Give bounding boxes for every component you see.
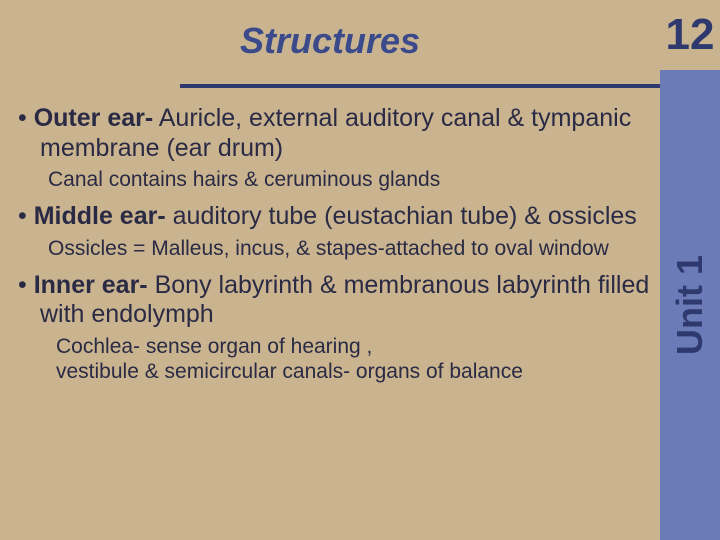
bullet-bold: Middle ear- [34, 202, 166, 230]
unit-label: Unit 1 [669, 255, 711, 355]
sub-inner-ear-2: vestibule & semicircular canals- organs … [18, 359, 654, 384]
bullet-inner-ear: • Inner ear- Bony labyrinth & membranous… [18, 271, 654, 330]
sub-outer-ear: Canal contains hairs & ceruminous glands [18, 167, 654, 192]
bullet-text: auditory tube (eustachian tube) & ossicl… [166, 202, 637, 230]
slide: Structures • Outer ear- Auricle, externa… [0, 0, 720, 540]
bullet-dot: • [18, 271, 34, 299]
slide-title: Structures [0, 20, 660, 62]
bullet-bold: Inner ear- [34, 271, 148, 299]
page-number: 12 [660, 0, 720, 70]
bullet-outer-ear: • Outer ear- Auricle, external auditory … [18, 104, 654, 163]
bullet-bold: Outer ear- [34, 104, 153, 132]
unit-block: Unit 1 [660, 70, 720, 540]
bullet-dot: • [18, 202, 34, 230]
main-area: Structures • Outer ear- Auricle, externa… [0, 0, 660, 540]
bullet-dot: • [18, 104, 34, 132]
sub-inner-ear-1: Cochlea- sense organ of hearing , [18, 334, 654, 359]
bullet-middle-ear: • Middle ear- auditory tube (eustachian … [18, 202, 654, 232]
content-body: • Outer ear- Auricle, external auditory … [18, 104, 654, 384]
title-underline [180, 84, 720, 88]
sub-middle-ear: Ossicles = Malleus, incus, & stapes-atta… [18, 236, 654, 261]
sidebar: 12 Unit 1 [660, 0, 720, 540]
